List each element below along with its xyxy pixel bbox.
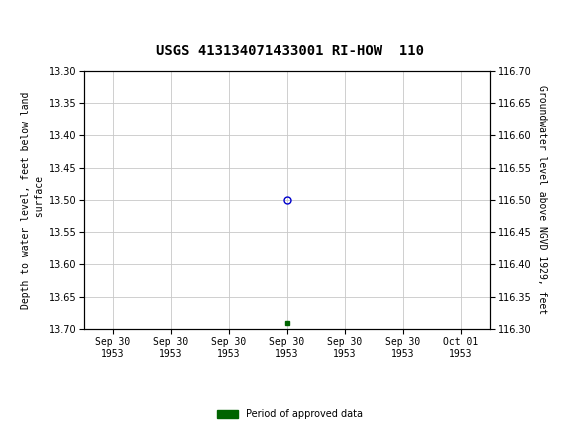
Text: ≡USGS: ≡USGS (3, 9, 63, 24)
Y-axis label: Depth to water level, feet below land
 surface: Depth to water level, feet below land su… (21, 91, 45, 309)
Legend: Period of approved data: Period of approved data (213, 405, 367, 423)
Y-axis label: Groundwater level above NGVD 1929, feet: Groundwater level above NGVD 1929, feet (537, 86, 547, 314)
Text: USGS 413134071433001 RI-HOW  110: USGS 413134071433001 RI-HOW 110 (156, 44, 424, 58)
